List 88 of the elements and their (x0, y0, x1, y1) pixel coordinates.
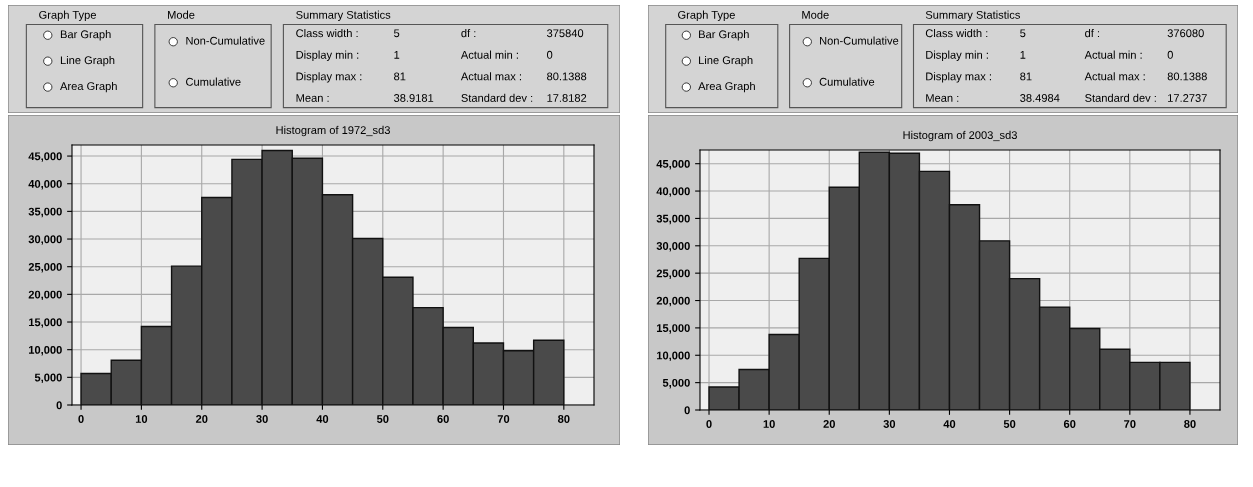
y-tick-label: 0 (56, 401, 62, 410)
text: Cumulative (186, 77, 241, 86)
x-tick-label: 60 (1063, 420, 1076, 428)
text: 80.1388 (1167, 72, 1207, 81)
y-tick-label: 10,000 (657, 351, 690, 362)
x-tick-label: 0 (706, 420, 712, 428)
text: Mode (802, 10, 829, 19)
y-tick-label: 40,000 (28, 179, 62, 190)
text: 38.4984 (1020, 94, 1060, 102)
text: Mean : (926, 94, 959, 102)
text: 17.2737 (1168, 94, 1207, 102)
x-tick-label: 70 (1124, 420, 1136, 428)
text: Cumulative (819, 77, 875, 86)
y-tick-label: 10,000 (29, 345, 62, 356)
text: Area Graph (698, 81, 755, 93)
text: df : (1085, 28, 1100, 38)
x-tick-label: 40 (316, 415, 329, 423)
text: Non-Cumulative (186, 36, 265, 45)
x-tick-label: 50 (376, 415, 389, 423)
x-tick-label: 80 (558, 415, 570, 423)
text: 1 (1020, 50, 1026, 59)
text: 81 (394, 72, 406, 81)
y-tick-label: 45,000 (28, 152, 62, 162)
text: Actual max : (1084, 72, 1145, 81)
text: Standard dev : (461, 93, 533, 102)
text: 80.1388 (547, 72, 587, 81)
text: Line Graph (60, 55, 115, 67)
text: Bar Graph (699, 30, 749, 41)
x-tick-label: 80 (1184, 420, 1196, 428)
text: Mode (168, 10, 195, 19)
text: Bar Graph (60, 30, 111, 41)
text: Mean : (296, 94, 329, 102)
text: 5 (394, 29, 400, 38)
text: Display max : (296, 72, 362, 83)
text: Summary Statistics (925, 10, 1020, 21)
text: 375840 (546, 29, 584, 38)
chart-title: Histogram of 1972_sd3 (276, 125, 390, 137)
text: Summary Statistics (296, 10, 391, 21)
y-tick-label: 25,000 (28, 262, 62, 273)
y-tick-label: 40,000 (656, 187, 690, 197)
y-tick-label: 15,000 (29, 318, 62, 328)
y-tick-label: 30,000 (656, 242, 690, 252)
text: Display max : (926, 72, 991, 83)
text: 376080 (1167, 29, 1204, 38)
text: 1 (394, 50, 400, 59)
x-tick-label: 70 (497, 415, 510, 423)
y-tick-label: 5,000 (34, 373, 62, 384)
x-tick-label: 20 (823, 420, 835, 428)
text: Graph Type (678, 10, 735, 21)
text: Area Graph (60, 81, 117, 93)
text: 38.9181 (393, 94, 434, 102)
x-tick-label: 60 (437, 415, 449, 423)
y-tick-label: 35,000 (28, 207, 62, 218)
x-tick-label: 0 (78, 415, 84, 423)
y-tick-label: 15,000 (657, 324, 690, 334)
text: Display min : (926, 50, 988, 61)
text: Standard dev : (1085, 93, 1156, 102)
text: Display min : (296, 50, 359, 61)
y-tick-label: 35,000 (656, 214, 690, 225)
x-tick-label: 10 (763, 420, 775, 428)
x-tick-label: 50 (1003, 420, 1016, 428)
y-tick-label: 45,000 (656, 159, 690, 170)
text: 0 (1167, 50, 1173, 59)
text: Non-Cumulative (820, 36, 899, 45)
text: 0 (546, 50, 553, 59)
x-tick-label: 20 (195, 415, 208, 423)
text: df : (461, 28, 476, 38)
x-tick-label: 10 (135, 415, 148, 423)
text: Class width : (296, 28, 358, 38)
y-tick-label: 25,000 (656, 269, 690, 279)
y-tick-label: 5,000 (662, 378, 690, 389)
y-tick-label: 20,000 (28, 290, 62, 301)
x-tick-label: 40 (943, 420, 956, 428)
text: Actual min : (460, 50, 518, 59)
text: Line Graph (699, 55, 753, 67)
text: Actual max : (460, 72, 521, 81)
text: 81 (1020, 72, 1032, 81)
text: Graph Type (39, 10, 96, 21)
y-tick-label: 30,000 (28, 235, 62, 245)
text: 17.8182 (547, 94, 587, 102)
x-tick-label: 30 (883, 420, 896, 428)
x-tick-label: 30 (256, 415, 268, 423)
text: Class width : (925, 28, 988, 38)
text: Actual min : (1084, 50, 1142, 59)
chart-title: Histogram of 2003_sd3 (903, 130, 1017, 142)
text: 5 (1020, 29, 1026, 38)
y-tick-label: 0 (684, 406, 690, 415)
y-tick-label: 20,000 (656, 296, 690, 307)
